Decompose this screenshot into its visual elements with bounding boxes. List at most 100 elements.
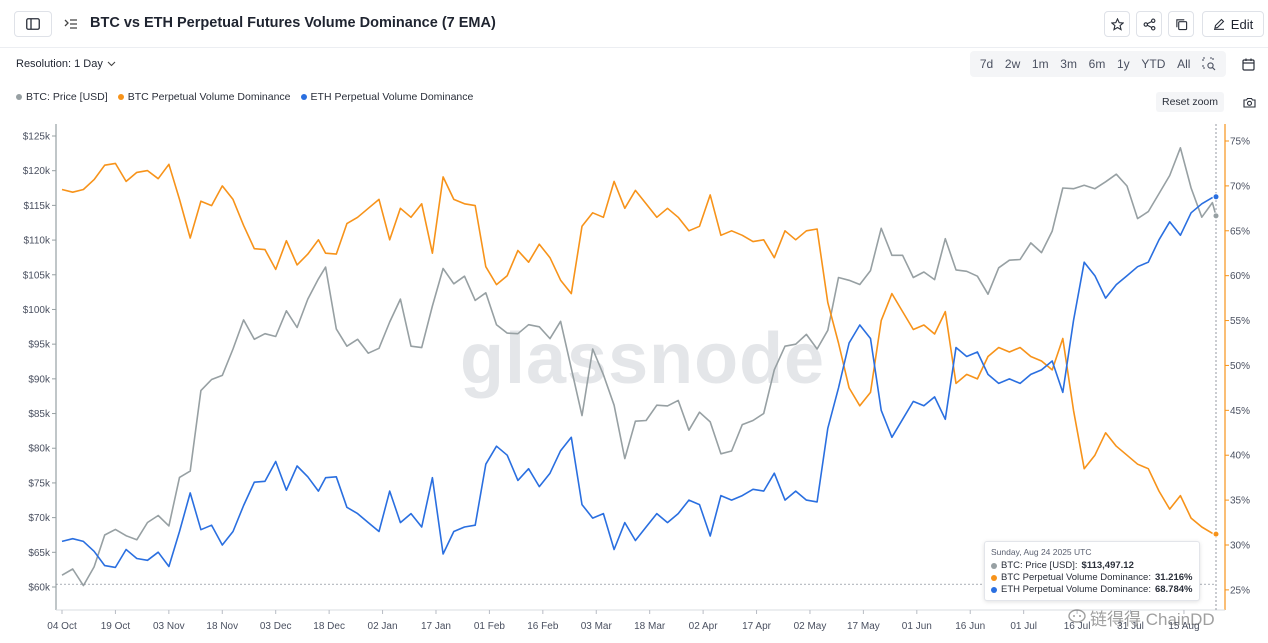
y-left-tick-label: $60k	[28, 583, 51, 594]
x-tick-label: 18 Mar	[634, 621, 666, 632]
hover-tooltip: Sunday, Aug 24 2025 UTC BTC: Price [USD]…	[984, 541, 1200, 601]
legend-label-btc-price: BTC: Price [USD]	[26, 91, 108, 103]
range-3m-button[interactable]: 3m	[1060, 57, 1077, 71]
x-tick-label: 17 Jan	[421, 621, 451, 632]
y-left-tick-label: $125k	[23, 132, 51, 143]
y-right-tick-label: 70%	[1230, 181, 1250, 192]
y-right-tick-label: 45%	[1230, 406, 1250, 417]
y-left-tick-label: $80k	[28, 444, 51, 455]
btc-dominance-line	[61, 162, 1217, 535]
x-tick-label: 19 Oct	[101, 621, 131, 632]
zoom-select-icon[interactable]	[1202, 57, 1216, 71]
tooltip-label-eth-dominance: ETH Perpetual Volume Dominance:	[1001, 584, 1151, 595]
x-tick-label: 01 Jul	[1010, 621, 1037, 632]
eth-dominance-line	[61, 196, 1217, 569]
hover-marker-eth-dominance	[1212, 193, 1220, 201]
page-title: BTC vs ETH Perpetual Futures Volume Domi…	[90, 15, 496, 31]
camera-icon	[1242, 97, 1256, 108]
favorite-button[interactable]	[1104, 11, 1130, 37]
x-tick-label: 17 May	[847, 621, 880, 632]
tooltip-value-btc-price: $113,497.12	[1081, 560, 1134, 571]
range-7d-button[interactable]: 7d	[979, 57, 994, 71]
tooltip-dot-btc-price	[991, 563, 997, 569]
x-tick-label: 02 May	[794, 621, 827, 632]
tooltip-label-btc-price: BTC: Price [USD]:	[1001, 560, 1078, 571]
y-left-tick-label: $120k	[23, 166, 51, 177]
y-left-tick-label: $85k	[28, 409, 51, 420]
range-selector: 7d 2w 1m 3m 6m 1y YTD All	[970, 51, 1226, 77]
x-tick-label: 02 Apr	[689, 621, 719, 632]
chart-settings-icon[interactable]	[64, 17, 78, 31]
range-1m-button[interactable]: 1m	[1031, 57, 1049, 71]
y-left-tick-label: $65k	[28, 548, 51, 559]
y-left-tick-label: $110k	[23, 236, 51, 247]
legend-item-btc-dominance[interactable]: BTC Perpetual Volume Dominance	[117, 91, 291, 103]
x-tick-label: 03 Dec	[260, 621, 292, 632]
x-tick-label: 04 Oct	[47, 621, 77, 632]
tooltip-label-btc-dominance: BTC Perpetual Volume Dominance:	[1001, 572, 1151, 583]
calendar-icon	[1241, 58, 1255, 71]
x-tick-label: 18 Nov	[206, 621, 238, 632]
btc-price-line	[61, 147, 1217, 587]
y-right-tick-label: 60%	[1230, 271, 1250, 282]
legend-label-btc-dominance: BTC Perpetual Volume Dominance	[127, 91, 291, 103]
screenshot-button[interactable]	[1238, 92, 1260, 112]
hover-markers	[56, 124, 1220, 610]
chaindd-watermark-text: 链得得 ChainDD	[1090, 609, 1215, 629]
y-right-tick-label: 50%	[1230, 361, 1250, 372]
x-tick-label: 16 Feb	[527, 621, 559, 632]
edit-button[interactable]: Edit	[1202, 11, 1264, 37]
share-icon	[1143, 18, 1155, 30]
tooltip-dot-btc-dominance	[991, 575, 997, 581]
chart-axes: $60k $65k $70k $75k $80k $85k $90k $95k $100k $10…	[23, 124, 1250, 632]
y-left-tick-label: $90k	[28, 374, 51, 385]
x-tick-label: 16 Jul	[1064, 621, 1091, 632]
share-button[interactable]	[1136, 11, 1162, 37]
reset-zoom-button[interactable]: Reset zoom	[1156, 92, 1224, 112]
legend-dot-eth-dominance	[300, 94, 307, 100]
y-left-tick-label: $100k	[23, 305, 51, 316]
sidebar-icon	[26, 18, 40, 30]
range-1y-button[interactable]: 1y	[1117, 57, 1130, 71]
chat-bubble-icon	[1068, 609, 1086, 623]
x-tick-label: 03 Mar	[581, 621, 613, 632]
y-left-tick-label: $95k	[28, 340, 51, 351]
star-icon	[1110, 17, 1124, 31]
x-tick-label: 17 Apr	[742, 621, 772, 632]
range-6m-button[interactable]: 6m	[1088, 57, 1106, 71]
x-tick-label: 16 Jun	[955, 621, 985, 632]
edit-button-label: Edit	[1230, 16, 1254, 32]
y-left-tick-label: $115k	[23, 201, 51, 212]
duplicate-button[interactable]	[1168, 11, 1194, 37]
x-tick-label: 01 Jun	[902, 621, 932, 632]
sidebar-toggle-button[interactable]	[14, 11, 52, 37]
range-2w-button[interactable]: 2w	[1004, 57, 1021, 71]
y-right-tick-label: 55%	[1230, 316, 1250, 327]
tooltip-value-btc-dominance: 31.216%	[1154, 572, 1193, 583]
legend-item-btc-price[interactable]: BTC: Price [USD]	[16, 91, 108, 103]
top-bar: BTC vs ETH Perpetual Futures Volume Domi…	[0, 0, 1268, 48]
x-tick-label: 31 Jul	[1117, 621, 1144, 632]
x-tick-label: 02 Jan	[368, 621, 398, 632]
legend-dot-btc-price	[16, 94, 22, 100]
chart-legend: BTC: Price [USD] BTC Perpetual Volume Do…	[16, 91, 473, 103]
resolution-dropdown[interactable]: Resolution: 1 Day	[16, 58, 116, 70]
x-tick-label: 18 Dec	[313, 621, 345, 632]
tooltip-row-eth-dominance: ETH Perpetual Volume Dominance: 68.784%	[991, 584, 1193, 596]
range-ytd-button[interactable]: YTD	[1141, 57, 1166, 71]
chaindd-watermark: 链得得 ChainDD	[1068, 602, 1264, 632]
legend-dot-btc-dominance	[117, 94, 124, 100]
y-left-tick-label: $105k	[23, 270, 51, 281]
date-picker-button[interactable]	[1234, 51, 1262, 77]
y-right-tick-label: 25%	[1230, 585, 1250, 596]
range-all-button[interactable]: All	[1177, 57, 1191, 71]
legend-item-eth-dominance[interactable]: ETH Perpetual Volume Dominance	[300, 91, 473, 103]
tooltip-value-eth-dominance: 68.784%	[1154, 584, 1193, 595]
x-tick-label: 01 Feb	[474, 621, 506, 632]
tooltip-row-btc-dominance: BTC Perpetual Volume Dominance: 31.216%	[991, 572, 1193, 584]
hover-marker-btc-price	[1212, 212, 1220, 220]
y-right-tick-label: 75%	[1230, 137, 1250, 148]
y-right-tick-label: 30%	[1230, 541, 1250, 552]
y-left-tick-label: $70k	[28, 513, 51, 524]
